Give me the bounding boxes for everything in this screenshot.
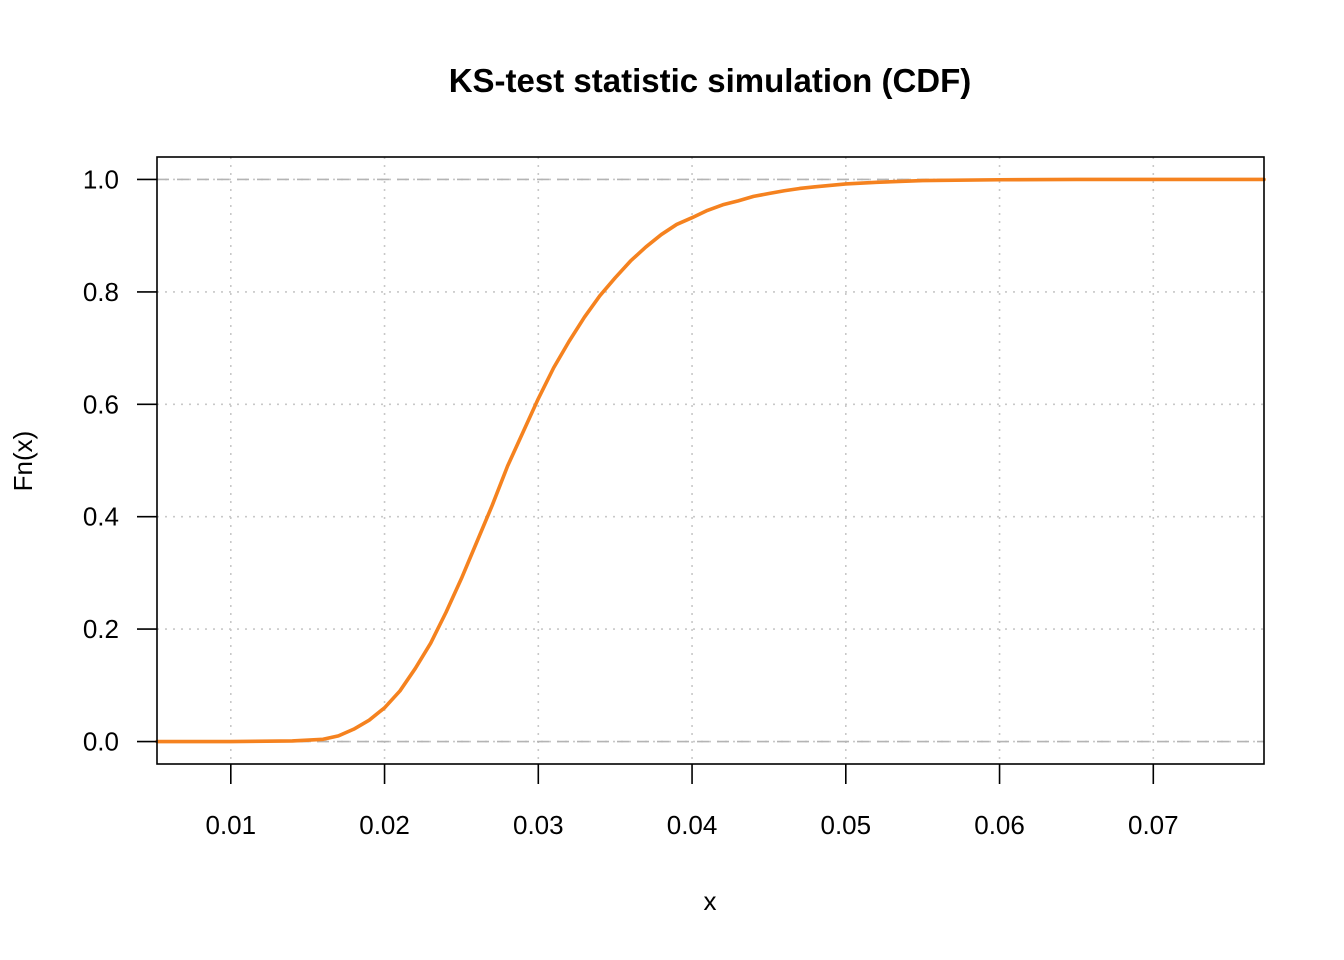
cdf-series-line-0 xyxy=(155,177,1266,744)
x-tick-label-0: 0.01 xyxy=(205,810,256,840)
y-tick-label-3: 0.6 xyxy=(83,389,119,419)
y-tick-label-5: 1.0 xyxy=(83,164,119,194)
y-tick-label-1: 0.2 xyxy=(83,614,119,644)
reference-lines xyxy=(157,178,1264,743)
plot-frame xyxy=(156,156,1265,765)
y-axis: 0.0 0.2 0.4 0.6 0.8 1.0 xyxy=(83,164,157,757)
x-tick-label-1: 0.02 xyxy=(359,810,410,840)
x-axis: 0.01 0.02 0.03 0.04 0.05 0.06 0.07 xyxy=(205,764,1179,840)
y-tick-label-4: 0.8 xyxy=(83,277,119,307)
grid-lines xyxy=(157,157,1264,764)
y-tick-label-2: 0.4 xyxy=(83,502,119,532)
x-tick-label-2: 0.03 xyxy=(513,810,564,840)
x-tick-label-6: 0.07 xyxy=(1128,810,1179,840)
x-axis-label: x xyxy=(704,886,717,916)
x-tick-label-5: 0.06 xyxy=(974,810,1025,840)
y-axis-label: Fn(x) xyxy=(8,431,38,492)
x-tick-label-4: 0.05 xyxy=(820,810,871,840)
chart-title: KS-test statistic simulation (CDF) xyxy=(449,62,972,99)
x-tick-label-3: 0.04 xyxy=(667,810,718,840)
series-group xyxy=(155,177,1266,744)
y-tick-label-0: 0.0 xyxy=(83,727,119,757)
